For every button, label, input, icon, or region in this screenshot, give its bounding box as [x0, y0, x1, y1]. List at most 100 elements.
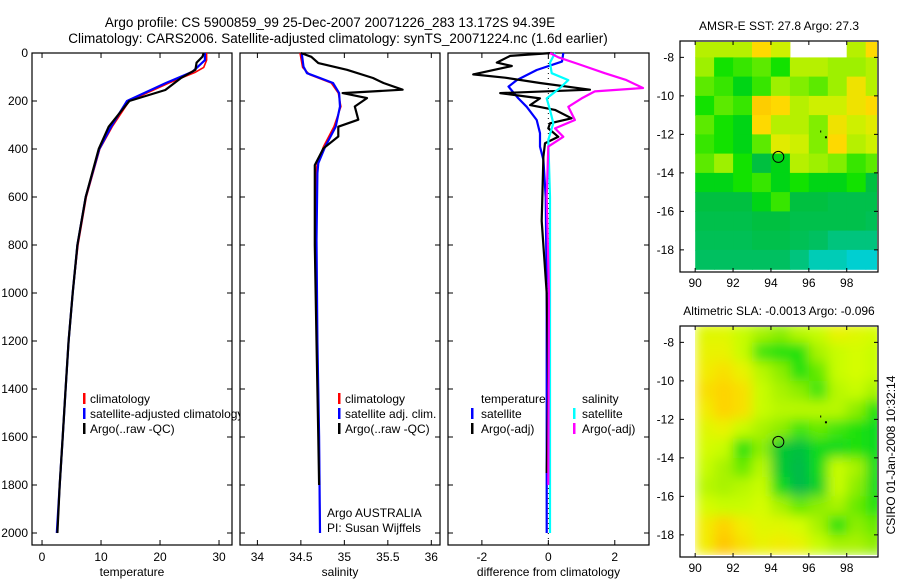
heatmap-cell: [770, 477, 791, 497]
heatmap-cell: [714, 457, 734, 478]
heatmap-cell: [752, 496, 772, 517]
heatmap-cell: [865, 457, 877, 478]
heatmap-cell: [789, 400, 810, 420]
heatmap-cell: [865, 380, 877, 401]
legend-marker: [471, 408, 474, 419]
heatmap-cell: [827, 361, 848, 382]
heatmap-cell: [752, 534, 772, 555]
heatmap-cell: [789, 57, 810, 78]
heatmap-cell: [752, 438, 772, 459]
heatmap-cell: [695, 380, 715, 401]
heatmap-cell: [865, 172, 877, 193]
lon-tick-label: 90: [688, 276, 702, 290]
heatmap-cell: [808, 534, 829, 555]
heatmap-cell: [827, 230, 848, 251]
legend-marker: [471, 423, 474, 434]
x-tick-label: 20: [153, 550, 167, 564]
heatmap-cell: [714, 477, 734, 497]
lat-tick-label: -10: [657, 89, 675, 103]
heatmap-cell: [789, 249, 810, 270]
heatmap-cell: [865, 95, 877, 116]
heatmap-cell: [865, 134, 877, 155]
heatmap-cell: [733, 327, 753, 343]
credit-line-1: Argo AUSTRALIA: [327, 506, 422, 520]
legend-label: Argo(-adj): [481, 422, 534, 436]
heatmap-cell: [865, 438, 877, 459]
heatmap-cell: [846, 419, 867, 440]
heatmap-cell: [789, 380, 810, 401]
title-line-2: Climatology: CARS2006. Satellite-adjuste…: [68, 31, 608, 46]
heatmap-cell: [865, 76, 877, 97]
heatmap-grid: [695, 42, 877, 270]
heatmap-cell: [865, 42, 877, 58]
heatmap-cell: [695, 361, 715, 382]
lat-tick-label: -12: [657, 412, 675, 426]
heatmap-cell: [846, 327, 867, 343]
heatmap-cell: [733, 134, 753, 155]
x-axis-label: salinity: [322, 565, 359, 579]
heatmap-cell: [714, 534, 734, 555]
lat-tick-label: -18: [657, 243, 675, 257]
lat-tick-label: -18: [657, 528, 675, 542]
heatmap-cell: [865, 153, 877, 174]
heatmap-cell: [846, 153, 867, 174]
heatmap-cell: [846, 172, 867, 193]
heatmap-cell: [865, 342, 877, 363]
heatmap-cell: [770, 380, 791, 401]
heatmap-cell: [752, 192, 772, 212]
heatmap-cell: [733, 438, 753, 459]
heatmap-cell: [770, 115, 791, 135]
heatmap-cell: [808, 95, 829, 116]
y-tick-label: 1800: [1, 478, 28, 492]
heatmap-cell: [770, 76, 791, 97]
heatmap-cell: [714, 438, 734, 459]
heatmap-cell: [808, 419, 829, 440]
y-tick-label: 0: [21, 46, 28, 60]
heatmap-cell: [752, 153, 772, 174]
heatmap-cell: [714, 419, 734, 440]
heatmap-cell: [865, 115, 877, 135]
y-tick-label: 1400: [1, 382, 28, 396]
island-mark: [820, 130, 822, 133]
lat-tick-label: -8: [663, 50, 674, 64]
heatmap-cell: [733, 534, 753, 555]
heatmap-cell: [827, 342, 848, 363]
heatmap-cell: [846, 438, 867, 459]
heatmap-cell: [808, 400, 829, 420]
heatmap-cell: [846, 457, 867, 478]
heatmap-cell: [770, 230, 791, 251]
heatmap-cell: [714, 57, 734, 78]
heatmap-cell: [846, 95, 867, 116]
heatmap-cell: [808, 342, 829, 363]
heatmap-cell: [733, 380, 753, 401]
heatmap-cell: [789, 76, 810, 97]
heatmap-cell: [770, 192, 791, 212]
legend-label: satellite adj. clim.: [345, 407, 436, 421]
heatmap-cell: [770, 172, 791, 193]
heatmap-cell: [808, 380, 829, 401]
heatmap-cell: [733, 457, 753, 478]
map-frame: [679, 40, 879, 273]
heatmap-cell: [752, 76, 772, 97]
legend-marker: [573, 408, 576, 419]
heatmap-cell: [770, 153, 791, 174]
heatmap-cell: [808, 211, 829, 232]
heatmap-cell: [714, 361, 734, 382]
heatmap-cell: [808, 230, 829, 251]
plot-frame: [31, 52, 233, 546]
heatmap-cell: [846, 42, 867, 58]
heatmap-cell: [789, 230, 810, 251]
profile-location-marker: [772, 435, 785, 448]
heatmap-cell: [827, 327, 848, 343]
legend-label: Argo(-adj): [582, 422, 635, 436]
x-axis-label: temperature: [100, 565, 165, 579]
heatmap-cell: [846, 400, 867, 420]
lon-tick-label: 94: [764, 561, 778, 575]
heatmap-cell: [789, 95, 810, 116]
heatmap-cell: [808, 515, 829, 536]
heatmap-cell: [752, 115, 772, 135]
heatmap-cell: [695, 496, 715, 517]
credit-line-2: PI: Susan Wijffels: [327, 521, 421, 535]
heatmap-cell: [808, 134, 829, 155]
